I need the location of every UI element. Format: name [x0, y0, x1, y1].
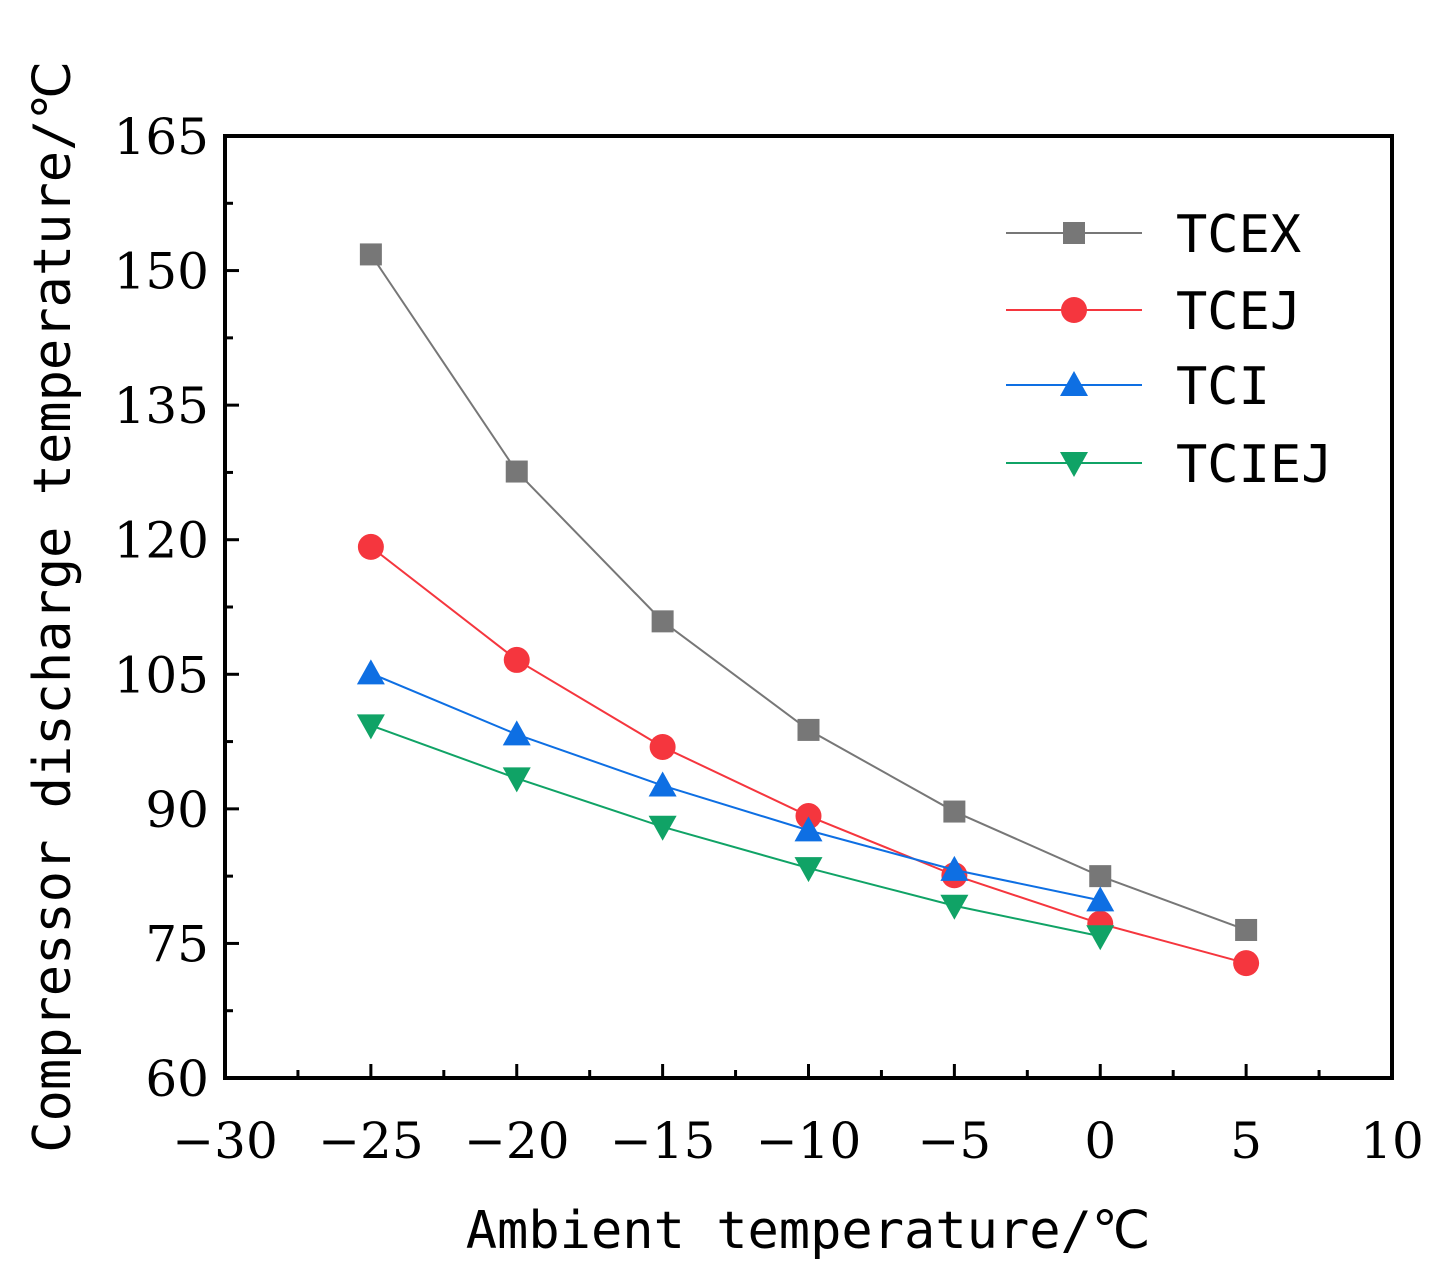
- y-tick-labels: 60 75 90 105 120 135 150 165: [114, 108, 209, 1108]
- x-tick-label: −10: [756, 1112, 862, 1170]
- x-tick-label: −30: [172, 1112, 278, 1170]
- data-point-tciej: [794, 857, 823, 883]
- legend-marker-tcex: [1063, 222, 1085, 244]
- legend-marker-tciej: [1060, 452, 1088, 477]
- data-point-tci: [648, 771, 677, 797]
- data-point-tciej: [356, 714, 385, 740]
- y-axis-title: Compressor discharge temperature/℃: [23, 61, 83, 1153]
- y-tick-label: 120: [114, 512, 209, 570]
- y-tick-label: 90: [145, 781, 209, 839]
- axis-ticks: [223, 134, 1394, 1080]
- series-line-tci: [370, 672, 1101, 902]
- data-point-tciej: [940, 894, 969, 920]
- data-point-tciej: [648, 815, 677, 841]
- legend-marker-tcej: [1061, 297, 1087, 323]
- data-point-tcex: [505, 460, 528, 483]
- legend-label-tciej: TCIEJ: [1176, 435, 1333, 495]
- data-point-tci: [940, 855, 969, 881]
- data-point-tci: [356, 659, 385, 685]
- data-point-tcex: [797, 718, 820, 741]
- x-tick-label: −25: [318, 1112, 424, 1170]
- x-tick-label: −20: [464, 1112, 570, 1170]
- series-line-tcej: [370, 546, 1247, 965]
- x-tick-label: 5: [1230, 1112, 1262, 1170]
- plot-frame: [223, 134, 1394, 1080]
- x-tick-labels: −30 −25 −20 −15 −10 −5 0 5 10: [172, 1112, 1424, 1170]
- data-point-tcex: [651, 610, 674, 633]
- legend-label-tci: TCI: [1176, 357, 1270, 417]
- data-point-tcej: [649, 733, 676, 760]
- data-point-tci: [1086, 886, 1115, 912]
- data-point-tciej: [502, 767, 531, 793]
- y-tick-label: 165: [114, 108, 209, 166]
- data-point-tci: [502, 720, 531, 746]
- legend-label-tcex: TCEX: [1176, 205, 1301, 265]
- y-tick-label: 75: [145, 915, 209, 973]
- data-point-tcej: [503, 646, 530, 673]
- legend: TCEX TCEJ TCI TCIEJ: [1006, 205, 1333, 495]
- x-tick-label: 0: [1084, 1112, 1116, 1170]
- y-tick-label: 135: [114, 377, 209, 435]
- series-layer: [356, 243, 1260, 977]
- data-point-tciej: [1086, 925, 1115, 951]
- data-point-tcej: [357, 533, 384, 560]
- data-point-tci: [794, 816, 823, 842]
- legend-marker-tci: [1060, 371, 1088, 396]
- data-point-tcex: [1089, 865, 1112, 888]
- data-point-tcex: [359, 243, 382, 266]
- y-tick-label: 60: [145, 1050, 209, 1108]
- y-tick-label: 150: [114, 243, 209, 301]
- x-tick-label: 10: [1360, 1112, 1424, 1170]
- data-point-tcex: [943, 800, 966, 823]
- x-axis-title: Ambient temperature/℃: [466, 1201, 1151, 1261]
- series-line-tciej: [370, 724, 1101, 938]
- data-point-tcej: [1233, 950, 1260, 977]
- legend-label-tcej: TCEJ: [1176, 282, 1301, 342]
- x-tick-label: −5: [918, 1112, 992, 1170]
- y-tick-label: 105: [114, 646, 209, 704]
- x-tick-label: −15: [610, 1112, 716, 1170]
- data-point-tcej: [795, 803, 822, 830]
- data-point-tcex: [1235, 918, 1258, 941]
